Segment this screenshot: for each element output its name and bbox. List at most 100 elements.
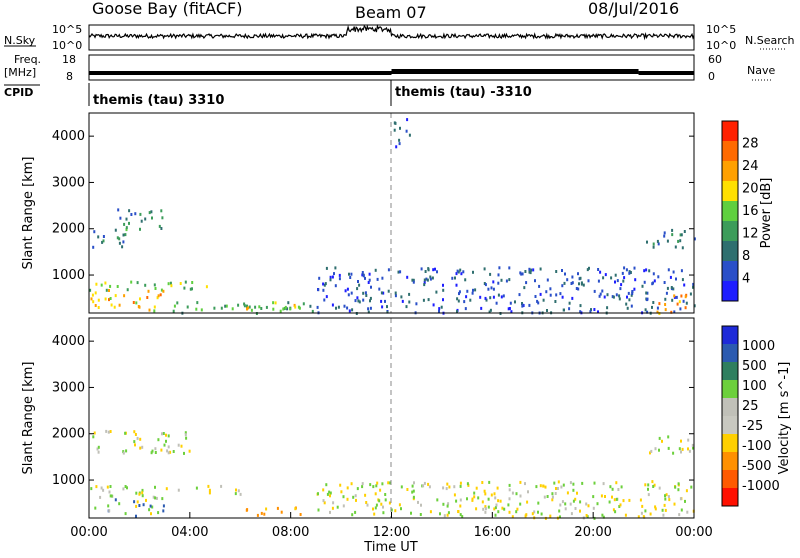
- echo-cell: [540, 512, 543, 516]
- echo-cell: [543, 495, 546, 499]
- echo-cell: [501, 506, 504, 510]
- echo-cell: [114, 228, 117, 232]
- echo-cell: [519, 480, 522, 484]
- echo-cell: [489, 296, 492, 300]
- echo-cell: [535, 485, 538, 489]
- echo-cell: [189, 287, 192, 291]
- echo-cell: [464, 278, 467, 282]
- echo-cell: [364, 291, 367, 295]
- echo-cell: [497, 510, 500, 514]
- echo-cell: [664, 508, 667, 512]
- echo-cell: [652, 245, 655, 249]
- echo-cell: [526, 500, 529, 504]
- echo-cell: [647, 493, 650, 497]
- echo-cell: [637, 515, 640, 519]
- echo-cell: [646, 291, 649, 295]
- echo-cell: [604, 495, 606, 498]
- echo-cell: [579, 304, 582, 308]
- echo-cell: [90, 487, 93, 491]
- echo-cell: [457, 270, 460, 274]
- echo-cell: [493, 492, 496, 496]
- echo-cell: [224, 304, 227, 308]
- echo-cell: [154, 287, 157, 290]
- freq-segment: [89, 71, 392, 75]
- echo-cell: [582, 283, 585, 287]
- echo-cell: [663, 231, 666, 235]
- echo-cell: [323, 283, 326, 287]
- echo-cell: [365, 501, 368, 504]
- echo-cell: [664, 494, 666, 498]
- echo-cell: [139, 297, 141, 301]
- echo-cell: [322, 488, 325, 492]
- echo-cell: [549, 293, 552, 297]
- echo-cell: [544, 485, 547, 489]
- echo-cell: [667, 268, 670, 272]
- echo-cell: [386, 305, 388, 309]
- echo-cell: [239, 492, 242, 496]
- echo-cell: [453, 485, 456, 489]
- echo-cell: [128, 221, 130, 225]
- echo-cell: [369, 296, 372, 300]
- echo-cell: [361, 273, 364, 277]
- echo-cell: [661, 508, 664, 512]
- echo-cell: [413, 481, 415, 485]
- echo-cell: [136, 500, 139, 504]
- echo-cell: [346, 287, 349, 291]
- echo-cell: [415, 302, 418, 306]
- echo-cell: [435, 290, 438, 294]
- echo-cell: [562, 483, 565, 487]
- echo-cell: [124, 233, 127, 237]
- echo-cell: [116, 285, 119, 288]
- echo-cell: [398, 142, 401, 146]
- echo-cell: [130, 280, 133, 284]
- echo-cell: [167, 282, 170, 286]
- echo-cell: [213, 306, 216, 310]
- echo-cell: [658, 486, 661, 490]
- echo-cell: [231, 307, 234, 311]
- echo-cell: [379, 488, 382, 492]
- colorbar-tick-label: 25: [742, 399, 759, 414]
- echo-cell: [680, 450, 682, 454]
- echo-cell: [151, 216, 153, 220]
- echo-cell: [135, 491, 138, 495]
- station-title: Goose Bay (fitACF): [92, 0, 242, 18]
- echo-cell: [124, 431, 127, 435]
- echo-cell: [406, 488, 409, 491]
- echo-cell: [432, 303, 435, 307]
- echo-cell: [161, 432, 163, 436]
- echo-cell: [673, 310, 676, 314]
- echo-cell: [97, 235, 100, 239]
- echo-cell: [649, 451, 651, 455]
- echo-cell: [167, 445, 170, 449]
- echo-cell: [102, 488, 105, 492]
- echo-cell: [624, 513, 627, 517]
- echo-cell: [539, 292, 542, 296]
- echo-cell: [412, 278, 415, 282]
- echo-cell: [380, 291, 383, 295]
- echo-cell: [664, 308, 667, 312]
- echo-cell: [364, 493, 367, 497]
- echo-cell: [317, 508, 320, 512]
- velocity-panel: 1000 2000 3000 4000 Slant Range [km] 1000 50…: [21, 317, 792, 520]
- echo-cell: [628, 498, 631, 502]
- echo-cell: [160, 227, 163, 230]
- echo-cell: [411, 278, 414, 282]
- echo-cell: [508, 488, 511, 492]
- echo-cell: [587, 279, 590, 283]
- echo-cell: [633, 266, 636, 270]
- colorbar-swatch: [722, 241, 738, 261]
- echo-cell: [546, 495, 549, 498]
- echo-cell: [680, 269, 683, 273]
- echo-cell: [668, 498, 671, 502]
- echo-cell: [611, 495, 613, 499]
- echo-cell: [234, 492, 237, 496]
- echo-cell: [148, 508, 151, 512]
- echo-cell: [654, 505, 657, 509]
- echo-cell: [690, 485, 693, 489]
- echo-cell: [294, 507, 297, 511]
- echo-cell: [325, 295, 328, 299]
- echo-cell: [650, 449, 653, 453]
- echo-cell: [508, 483, 511, 487]
- echo-cell: [672, 287, 675, 291]
- echo-cell: [466, 497, 468, 501]
